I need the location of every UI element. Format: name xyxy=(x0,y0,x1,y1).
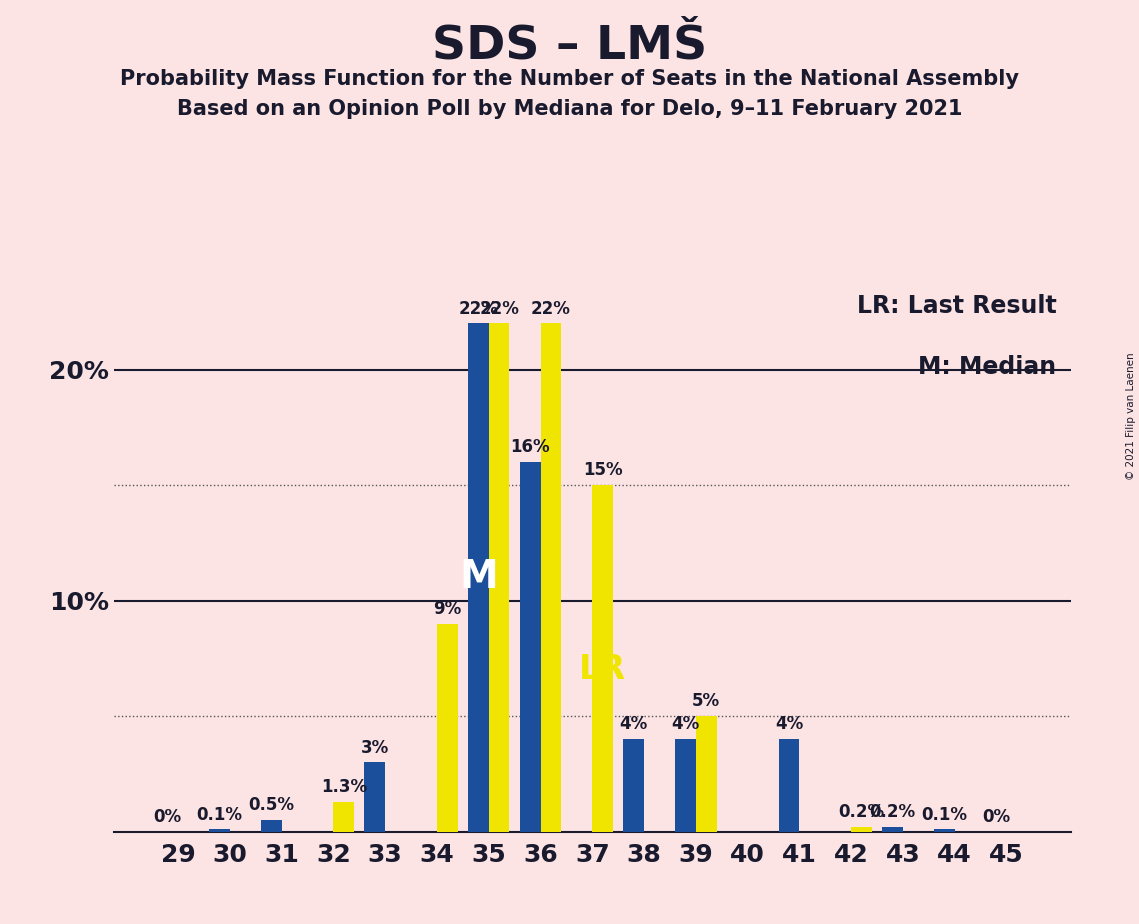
Text: LR: Last Result: LR: Last Result xyxy=(857,294,1056,318)
Text: 4%: 4% xyxy=(671,715,699,734)
Text: 16%: 16% xyxy=(510,438,550,456)
Text: 0%: 0% xyxy=(982,808,1010,826)
Bar xyxy=(934,830,954,832)
Text: M: M xyxy=(459,558,498,597)
Text: 0.1%: 0.1% xyxy=(921,806,967,823)
Bar xyxy=(851,827,871,832)
Bar xyxy=(675,739,696,832)
Text: 22%: 22% xyxy=(458,299,499,318)
Bar xyxy=(468,323,489,832)
Bar xyxy=(261,821,281,832)
Text: 0.2%: 0.2% xyxy=(838,803,885,821)
Text: 1.3%: 1.3% xyxy=(321,778,367,796)
Bar xyxy=(696,716,716,832)
Bar xyxy=(210,830,230,832)
Bar xyxy=(489,323,509,832)
Text: 9%: 9% xyxy=(433,600,461,618)
Text: Probability Mass Function for the Number of Seats in the National Assembly: Probability Mass Function for the Number… xyxy=(120,69,1019,90)
Bar xyxy=(779,739,800,832)
Bar xyxy=(334,801,354,832)
Bar xyxy=(623,739,644,832)
Text: 3%: 3% xyxy=(361,738,388,757)
Bar xyxy=(541,323,562,832)
Bar xyxy=(883,827,903,832)
Bar xyxy=(437,624,458,832)
Text: 4%: 4% xyxy=(775,715,803,734)
Text: 0%: 0% xyxy=(154,808,182,826)
Text: M: Median: M: Median xyxy=(918,355,1056,379)
Bar xyxy=(592,485,613,832)
Bar xyxy=(364,762,385,832)
Text: LR: LR xyxy=(579,653,626,687)
Text: 22%: 22% xyxy=(531,299,571,318)
Text: 4%: 4% xyxy=(620,715,648,734)
Text: 0.1%: 0.1% xyxy=(197,806,243,823)
Text: © 2021 Filip van Laenen: © 2021 Filip van Laenen xyxy=(1126,352,1136,480)
Text: Based on an Opinion Poll by Mediana for Delo, 9–11 February 2021: Based on an Opinion Poll by Mediana for … xyxy=(177,99,962,119)
Text: 0.5%: 0.5% xyxy=(248,796,294,814)
Text: 0.2%: 0.2% xyxy=(869,803,916,821)
Text: 5%: 5% xyxy=(693,692,720,711)
Text: 22%: 22% xyxy=(480,299,519,318)
Text: 15%: 15% xyxy=(583,461,622,480)
Bar xyxy=(519,462,541,832)
Text: SDS – LMŠ: SDS – LMŠ xyxy=(432,23,707,68)
